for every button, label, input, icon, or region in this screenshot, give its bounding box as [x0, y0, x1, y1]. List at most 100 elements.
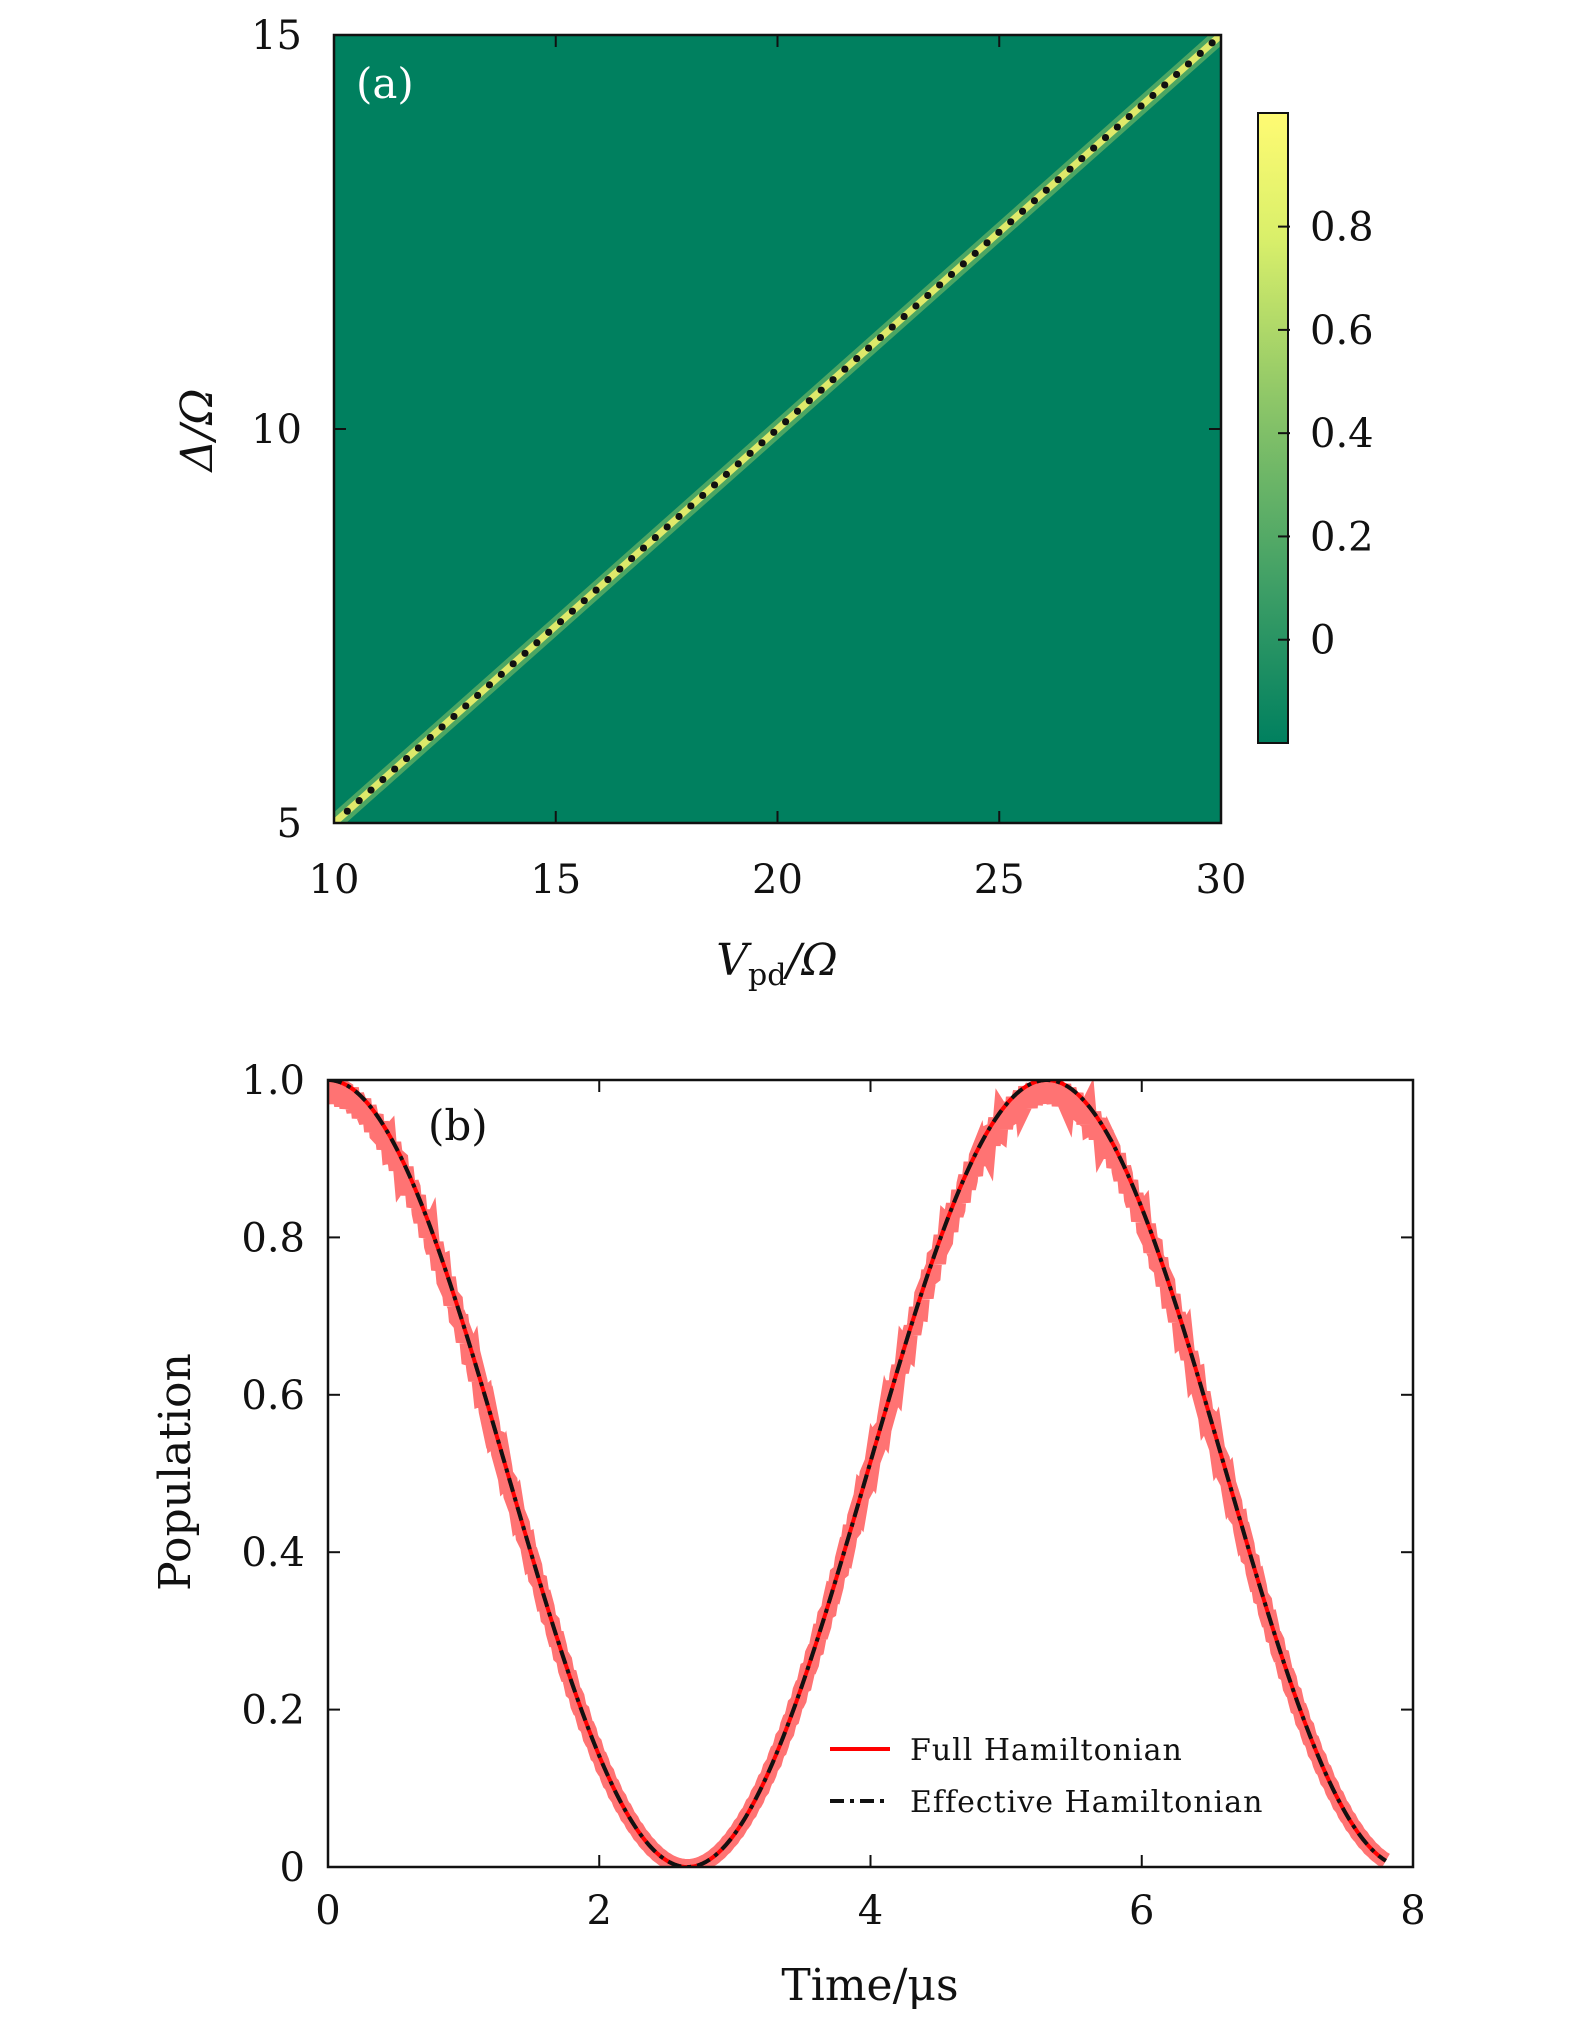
resonance-dot: [628, 554, 636, 563]
resonance-dot: [1149, 91, 1157, 100]
heatmap-x-tick-label: 10: [309, 857, 360, 903]
colorbar-tick-label: 0.4: [1310, 411, 1374, 457]
resonance-dot: [947, 270, 956, 279]
line-x-axis-title: Time/μs: [781, 1960, 958, 2011]
resonance-dot: [592, 586, 600, 594]
line-x-tick-label: 2: [587, 1888, 612, 1934]
resonance-dot: [971, 249, 979, 257]
resonance-dot: [391, 765, 399, 773]
resonance-dot: [426, 733, 434, 742]
legend-label-effective: Effective Hamiltonian: [910, 1785, 1263, 1820]
resonance-dot: [853, 355, 861, 363]
panel-a-label: (a): [356, 59, 414, 108]
resonance-dot: [746, 449, 754, 457]
resonance-dot: [770, 428, 778, 436]
resonance-dot: [876, 333, 885, 342]
resonance-dot: [651, 533, 659, 542]
resonance-dot: [568, 607, 576, 615]
resonance-dot: [782, 418, 790, 426]
resonance-dot: [474, 691, 482, 700]
resonance-dots: [343, 39, 1216, 815]
resonance-dot: [1113, 123, 1121, 131]
heatmap-x-tick-label: 25: [974, 857, 1025, 903]
series-effective-hamiltonian: [328, 1080, 1387, 1867]
heatmap-y-tick-label: 5: [277, 801, 302, 847]
heatmap-x-tick-label: 20: [752, 857, 803, 903]
resonance-dot: [1125, 112, 1133, 121]
legend-label-full: Full Hamiltonian: [910, 1733, 1183, 1768]
colorbar-gradient: [1257, 112, 1289, 744]
colorbar-tick-label: 0.6: [1310, 308, 1374, 354]
resonance-dot: [1030, 197, 1039, 205]
resonance-dot: [414, 744, 422, 752]
resonance-dot: [959, 260, 967, 268]
resonance-dot: [343, 807, 351, 815]
resonance-dot: [1090, 144, 1098, 152]
panel-b-label: (b): [428, 1101, 488, 1150]
heatmap-x-ticks: 10 15 20 25 30: [309, 35, 1247, 903]
legend: Full Hamiltonian Effective Hamiltonian: [830, 1733, 1263, 1820]
resonance-dot: [1078, 155, 1086, 163]
line-y-axis-title: Population: [150, 1353, 201, 1591]
resonance-dot: [1066, 165, 1074, 173]
resonance-dot: [367, 786, 375, 794]
resonance-dot: [817, 386, 825, 394]
resonance-dot: [1196, 49, 1204, 58]
resonance-dot: [1208, 39, 1216, 47]
resonance-dot: [888, 323, 896, 331]
resonance-dot: [805, 397, 813, 405]
resonance-dot: [450, 712, 458, 721]
heatmap-y-tick-label: 10: [251, 407, 302, 453]
resonance-dot: [497, 670, 505, 678]
line-y-tick-label: 0.2: [241, 1688, 305, 1734]
resonance-dot: [379, 776, 387, 784]
line-x-tick-label: 6: [1129, 1888, 1154, 1934]
resonance-dot: [1007, 218, 1015, 226]
resonance-dot: [983, 239, 991, 247]
heatmap-x-axis-title: Vpd/Ω: [716, 935, 838, 993]
line-panel: 0 2 4 6 8 0 0.2 0.4 0.6 0.8 1.0 (b) Time/μs Popula…: [150, 1058, 1426, 2011]
resonance-dot: [604, 576, 612, 584]
resonance-dot: [355, 797, 363, 805]
resonance-dot: [639, 544, 648, 552]
resonance-dot: [841, 365, 849, 373]
resonance-dot: [438, 723, 446, 731]
resonance-dot: [734, 460, 742, 468]
line-y-tick-label: 0: [280, 1845, 305, 1891]
resonance-dot: [710, 481, 719, 489]
resonance-dot: [1137, 102, 1145, 110]
line-axis-ticks: 0 2 4 6 8 0 0.2 0.4 0.6 0.8 1.0: [241, 1058, 1425, 1934]
resonance-dot: [462, 702, 470, 710]
resonance-dot: [663, 523, 671, 531]
colorbar-ticks: 0 0.2 0.4 0.6 0.8: [1278, 205, 1374, 664]
resonance-dot: [545, 628, 553, 636]
resonance-line: [334, 35, 1221, 823]
line-curves: [328, 1080, 1390, 1867]
resonance-dot: [687, 502, 695, 510]
line-x-tick-label: 8: [1400, 1888, 1425, 1934]
resonance-dot: [924, 291, 932, 300]
resonance-dot: [402, 754, 411, 763]
resonance-dot: [675, 512, 683, 521]
resonance-dot: [1018, 207, 1027, 215]
resonance-dot: [864, 344, 873, 352]
line-y-tick-label: 0.4: [241, 1530, 305, 1576]
heatmap-x-tick-label: 30: [1196, 857, 1247, 903]
resonance-dot: [1161, 81, 1169, 89]
resonance-dot: [900, 312, 908, 321]
resonance-dot: [1101, 134, 1110, 142]
colorbar-tick-label: 0.8: [1310, 205, 1374, 251]
heatmap-y-tick-label: 15: [251, 13, 302, 59]
resonance-dot: [995, 228, 1003, 236]
line-x-tick-label: 4: [858, 1888, 883, 1934]
resonance-core: [334, 35, 1221, 823]
resonance-dot: [936, 281, 944, 289]
line-y-tick-label: 1.0: [241, 1058, 305, 1104]
colorbar-tick-label: 0.2: [1310, 514, 1374, 560]
resonance-dot: [509, 660, 517, 668]
resonance-dot: [521, 649, 529, 657]
resonance-dot: [722, 470, 731, 478]
resonance-dot: [556, 618, 565, 626]
heatmap-y-axis-title: Δ/Ω: [172, 388, 223, 473]
